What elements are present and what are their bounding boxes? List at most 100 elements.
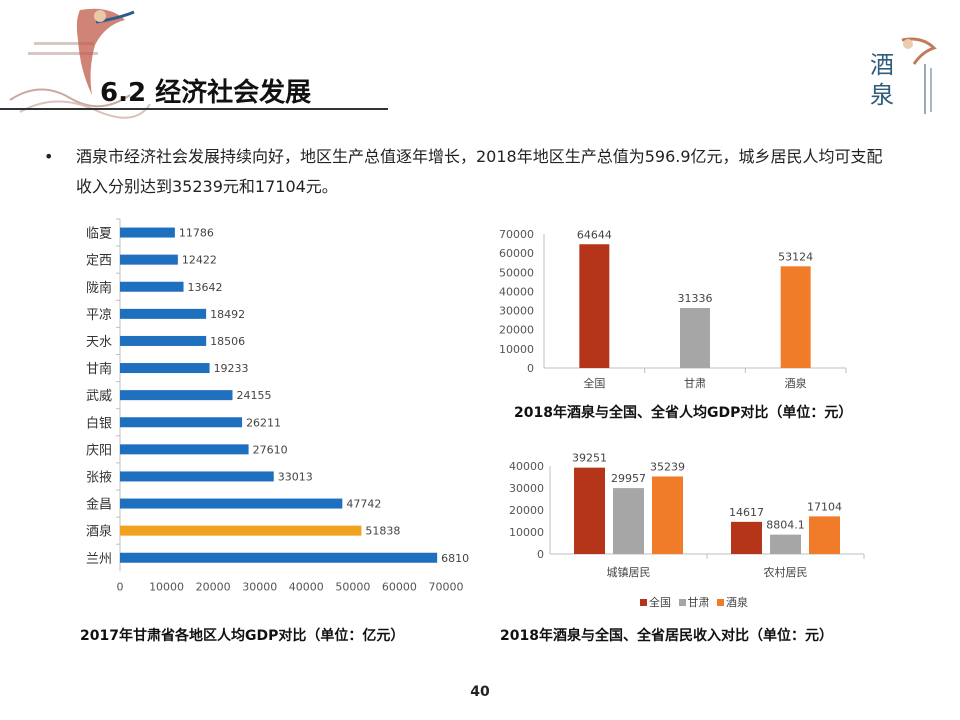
- category-label: 张掖: [86, 470, 112, 485]
- bar: [120, 390, 233, 401]
- data-label: 13642: [188, 281, 223, 294]
- data-label: 68103: [441, 552, 470, 565]
- legend-item-2: 酒泉: [717, 596, 748, 609]
- page-title: 6.2 经济社会发展: [100, 78, 312, 108]
- data-label: 17104: [807, 500, 842, 513]
- category-label: 全国: [583, 376, 605, 390]
- y-tick-label: 20000: [509, 504, 544, 517]
- logo-text: 酒泉: [870, 51, 894, 109]
- category-label: 酒泉: [86, 524, 112, 540]
- data-label: 12422: [182, 254, 217, 267]
- category-label: 武威: [86, 389, 112, 404]
- bar: [120, 498, 343, 509]
- category-label: 金昌: [86, 497, 112, 513]
- x-tick-label: 10000: [149, 580, 184, 593]
- legend-swatch: [640, 599, 647, 606]
- y-tick-label: 40000: [509, 460, 544, 473]
- legend-swatch: [678, 599, 686, 606]
- bar: [120, 335, 207, 346]
- bar: [120, 525, 362, 536]
- logo-art: [901, 37, 937, 114]
- bar: [579, 244, 610, 368]
- legend-label: 酒泉: [726, 596, 748, 609]
- caption-bottom-right: 2018年酒泉与全国、全省居民收入对比（单位：元）: [500, 628, 833, 644]
- category-label: 陇南: [86, 280, 112, 296]
- bar: [613, 488, 644, 554]
- x-tick-label: 50000: [335, 580, 370, 593]
- data-label: 39251: [572, 452, 607, 465]
- legend-label: 甘肃: [687, 596, 710, 609]
- data-label: 51838: [365, 525, 400, 538]
- x-tick-label: 60000: [382, 580, 417, 593]
- data-label: 18506: [210, 335, 245, 348]
- data-label: 31336: [678, 292, 713, 305]
- data-label: 11786: [179, 227, 214, 240]
- caption-top-right: 2018年酒泉与全国、全省人均GDP对比（单位：元）: [514, 405, 853, 421]
- category-label: 白银: [86, 415, 112, 431]
- data-label: 8804.1: [766, 519, 805, 532]
- chart-income-comparison: 0 10000 20000 30000 40000 39251 29957 35239 城镇居民…: [509, 452, 865, 579]
- bar: [652, 476, 683, 554]
- bar: [809, 516, 840, 554]
- x-tick-label: 0: [117, 580, 124, 593]
- bar: [120, 444, 249, 455]
- y-tick-label: 20000: [499, 324, 534, 337]
- legend-label: 全国: [649, 596, 671, 609]
- data-label: 64644: [577, 228, 612, 241]
- bar: [120, 552, 438, 563]
- data-label: 33013: [278, 470, 313, 483]
- category-label: 城镇居民: [607, 565, 651, 579]
- bar: [680, 308, 710, 368]
- category-label: 平凉: [86, 308, 112, 323]
- caption-left: 2017年甘肃省各地区人均GDP对比（单位：亿元）: [80, 628, 405, 644]
- y-tick-label: 60000: [499, 247, 534, 260]
- data-label: 14617: [729, 506, 764, 519]
- title-underline: [0, 108, 388, 110]
- y-tick-label: 50000: [499, 266, 534, 279]
- x-tick-label: 70000: [429, 580, 464, 593]
- category-label: 定西: [86, 254, 112, 269]
- data-label: 18492: [210, 308, 245, 321]
- data-label: 24155: [236, 389, 271, 402]
- category-label: 甘南: [86, 361, 112, 377]
- data-label: 26211: [246, 416, 281, 429]
- y-tick-label: 70000: [499, 228, 534, 241]
- chart-gdp-comparison: 0 10000 20000 30000 40000 50000 60000 70000 6464…: [499, 228, 847, 390]
- category-label: 兰州: [86, 552, 112, 567]
- y-tick-label: 0: [537, 548, 544, 561]
- bar: [731, 521, 762, 554]
- bar: [120, 363, 210, 374]
- category-label: 甘肃: [684, 377, 706, 390]
- x-tick-label: 30000: [242, 580, 277, 593]
- category-label: 酒泉: [785, 376, 807, 390]
- x-tick-label: 20000: [196, 580, 231, 593]
- bullet-text: 酒泉市经济社会发展持续向好，地区生产总值逐年增长，2018年地区生产总值为596…: [76, 147, 883, 196]
- y-tick-label: 10000: [499, 343, 534, 356]
- data-label: 19233: [214, 362, 249, 375]
- data-label: 27610: [253, 443, 288, 456]
- legend-item-1: 甘肃: [678, 596, 714, 609]
- bar: [120, 308, 207, 319]
- data-label: 53124: [778, 250, 813, 263]
- logo: 酒泉: [862, 34, 942, 130]
- y-tick-label: 10000: [509, 526, 544, 539]
- y-tick-label: 30000: [499, 305, 534, 318]
- bar: [120, 281, 184, 292]
- data-label: 35239: [650, 460, 685, 473]
- page-number: 40: [470, 684, 490, 700]
- bullet-marker: •: [44, 147, 54, 166]
- category-label: 农村居民: [764, 565, 808, 579]
- category-label: 天水: [86, 335, 112, 350]
- y-tick-label: 30000: [509, 482, 544, 495]
- legend: 全国 甘肃 酒泉: [640, 594, 748, 610]
- bar: [120, 254, 178, 265]
- chart-gdp-regions: 临夏 11786 定西 12422 陇南 13642 平凉 18492 天水 18506 甘南 192…: [86, 218, 470, 593]
- bar: [120, 471, 274, 482]
- data-label: 47742: [346, 498, 381, 511]
- legend-item-0: 全国: [640, 596, 675, 609]
- y-tick-label: 40000: [499, 285, 534, 298]
- bar: [574, 467, 605, 554]
- x-tick-label: 40000: [289, 580, 324, 593]
- legend-swatch: [717, 599, 724, 606]
- category-label: 临夏: [86, 227, 112, 242]
